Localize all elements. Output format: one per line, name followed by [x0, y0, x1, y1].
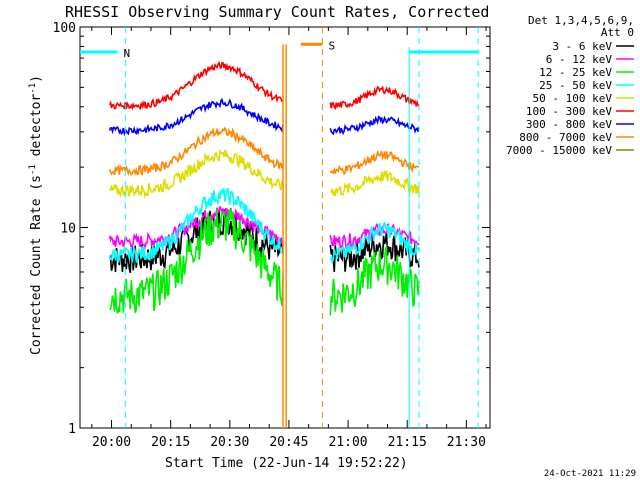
series-line-7: [329, 149, 420, 176]
legend-label: 100 - 300 keV: [526, 105, 612, 118]
plot-frame: [79, 26, 491, 429]
legend-label: 800 - 7000 keV: [519, 131, 612, 144]
series-line-3: [329, 221, 420, 265]
axes-frame: [79, 26, 491, 429]
annotation-layer: NS: [80, 27, 479, 428]
series-line-6: [329, 115, 420, 136]
y-tick-label: 10: [60, 222, 76, 237]
annotation-label: S: [328, 39, 335, 52]
series-line-1: [108, 206, 284, 251]
series-line-5: [108, 60, 284, 111]
title-group: RHESSI Observing Summary Count Rates, Co…: [65, 3, 489, 21]
chart-title: RHESSI Observing Summary Count Rates, Co…: [65, 3, 489, 21]
legend-label: 50 - 100 keV: [533, 92, 613, 105]
y-axis-label-part: ): [29, 75, 44, 83]
series-line-6: [108, 97, 284, 137]
legend-label: 12 - 25 keV: [539, 66, 612, 79]
y-axis-label-part: -1: [28, 83, 38, 94]
series-line-5: [329, 85, 420, 111]
x-tick-label: 21:30: [447, 435, 486, 450]
x-axis-label: Start Time (22-Jun-14 19:52:22): [165, 456, 408, 471]
legend-label: 7000 - 15000 keV: [506, 144, 612, 157]
series-line-4: [109, 148, 284, 199]
series-line-2: [329, 244, 420, 316]
y-tick-label: 100: [53, 21, 76, 36]
x-tick-label: 21:00: [329, 435, 368, 450]
legend-label: 25 - 50 keV: [539, 79, 612, 92]
footer-date: 24-Oct-2021 11:29: [544, 469, 636, 479]
series-line-3: [108, 187, 284, 265]
legend-header: Att 0: [601, 26, 634, 39]
x-tick-label: 21:15: [388, 435, 427, 450]
y-tick-label: 1: [68, 422, 76, 437]
tick-layer: 1 10 100 20:00 20:15 20:30 20:45 21:00 21:15 21:3…: [53, 21, 490, 450]
series-layer: [108, 44, 420, 428]
x-tick-label: 20:15: [151, 435, 190, 450]
series-line-2: [109, 209, 284, 314]
x-tick-label: 20:30: [210, 435, 249, 450]
series-line-4: [330, 170, 420, 198]
series-line-7: [108, 126, 284, 177]
legend-label: 6 - 12 keV: [546, 53, 613, 66]
y-axis-label-part: detector: [29, 94, 44, 165]
y-axis-label: Corrected Count Rate (s-1 detector-1): [28, 75, 44, 355]
annotation-label: N: [123, 47, 130, 60]
series-line-1: [329, 223, 420, 251]
x-tick-label: 20:00: [92, 435, 131, 450]
legend-label: 300 - 800 keV: [526, 118, 612, 131]
y-axis-label-part: Corrected Count Rate (s: [29, 175, 44, 355]
x-tick-label: 20:45: [269, 435, 308, 450]
legend-label: 3 - 6 keV: [552, 40, 612, 53]
y-axis-label-part: -1: [28, 164, 38, 175]
legend-header: Det 1,3,4,5,6,9,: [528, 14, 634, 27]
